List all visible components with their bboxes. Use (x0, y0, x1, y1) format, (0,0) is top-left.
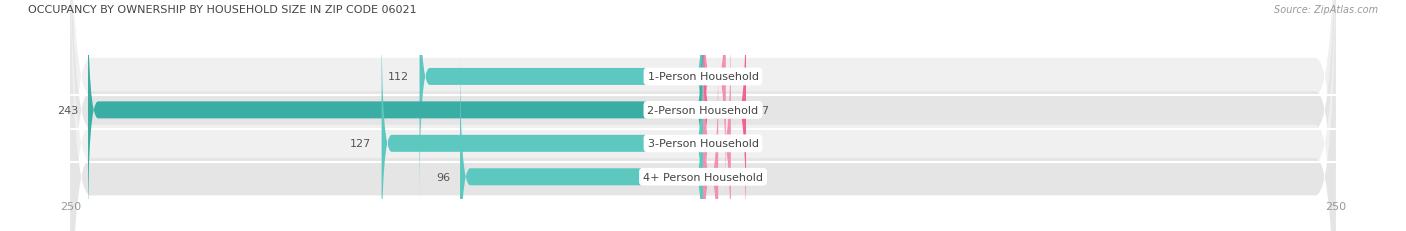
Text: 4+ Person Household: 4+ Person Household (643, 172, 763, 182)
Text: OCCUPANCY BY OWNERSHIP BY HOUSEHOLD SIZE IN ZIP CODE 06021: OCCUPANCY BY OWNERSHIP BY HOUSEHOLD SIZE… (28, 5, 416, 15)
Text: 243: 243 (56, 105, 77, 115)
FancyBboxPatch shape (419, 0, 703, 202)
Text: 96: 96 (436, 172, 450, 182)
FancyBboxPatch shape (703, 0, 725, 202)
FancyBboxPatch shape (70, 0, 1336, 231)
Text: 3-Person Household: 3-Person Household (648, 139, 758, 149)
Text: Source: ZipAtlas.com: Source: ZipAtlas.com (1274, 5, 1378, 15)
Text: 9: 9 (735, 72, 742, 82)
Text: 112: 112 (388, 72, 409, 82)
FancyBboxPatch shape (70, 0, 1336, 231)
Text: 1-Person Household: 1-Person Household (648, 72, 758, 82)
Text: 17: 17 (756, 105, 770, 115)
Text: 11: 11 (741, 139, 755, 149)
FancyBboxPatch shape (70, 0, 1336, 231)
Text: 127: 127 (350, 139, 371, 149)
FancyBboxPatch shape (381, 19, 703, 231)
FancyBboxPatch shape (89, 0, 703, 231)
Text: 2-Person Household: 2-Person Household (647, 105, 759, 115)
FancyBboxPatch shape (70, 0, 1336, 231)
FancyBboxPatch shape (703, 52, 718, 231)
FancyBboxPatch shape (703, 0, 747, 231)
FancyBboxPatch shape (460, 52, 703, 231)
FancyBboxPatch shape (703, 19, 731, 231)
Text: 6: 6 (728, 172, 735, 182)
